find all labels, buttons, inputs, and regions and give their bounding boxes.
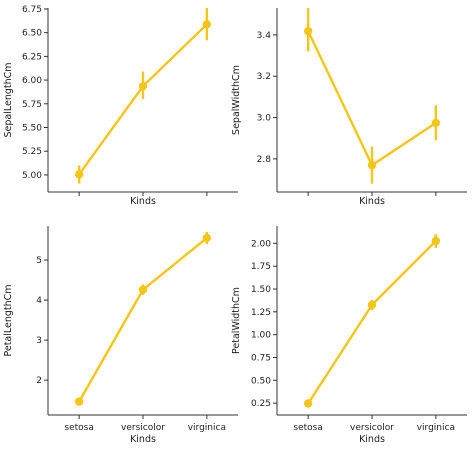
y-tick-label: 6.50 bbox=[22, 29, 42, 39]
y-tick-label: 6.00 bbox=[22, 76, 42, 86]
series-line bbox=[307, 30, 437, 167]
series-line bbox=[307, 240, 437, 405]
y-tick-label: 6.75 bbox=[22, 5, 42, 15]
subplot-petal-length: 2 3 4 5 setosa versicolor virginica Kinds PetalL… bbox=[3, 226, 238, 445]
y-tick-label: 2.00 bbox=[251, 239, 271, 249]
x-tick-label: versicolor bbox=[121, 423, 165, 433]
x-tick-label: virginica bbox=[417, 423, 455, 433]
y-tick-label: 0.75 bbox=[251, 353, 271, 363]
data-point bbox=[138, 81, 148, 91]
y-tick-label: 6.25 bbox=[22, 52, 42, 62]
data-point bbox=[138, 285, 148, 294]
data-point bbox=[74, 397, 84, 406]
y-tick-label: 5.25 bbox=[22, 147, 42, 157]
data-point bbox=[367, 160, 377, 170]
x-axis-label: Kinds bbox=[130, 434, 156, 445]
y-tick-label: 5 bbox=[36, 256, 42, 266]
data-point bbox=[431, 118, 441, 128]
series-line bbox=[78, 23, 208, 176]
x-tick-label: setosa bbox=[64, 423, 93, 433]
x-axis-label: Kinds bbox=[130, 196, 156, 207]
y-tick-label: 1.50 bbox=[251, 285, 271, 295]
y-axis-label: PetalWidthCm bbox=[231, 287, 242, 354]
y-tick-label: 3.4 bbox=[257, 31, 272, 41]
y-tick-label: 1.00 bbox=[251, 331, 271, 341]
data-point bbox=[303, 26, 313, 36]
y-tick-label: 2 bbox=[36, 376, 42, 386]
data-point bbox=[367, 300, 377, 310]
x-axis-label: Kinds bbox=[359, 434, 385, 445]
y-tick-label: 3 bbox=[36, 336, 42, 346]
y-tick-label: 4 bbox=[36, 296, 42, 306]
x-tick-label: virginica bbox=[188, 423, 226, 433]
subplot-petal-width: 0.25 0.50 0.75 1.00 1.25 1.50 1.75 2.00 setosa ve… bbox=[231, 226, 467, 445]
series-line bbox=[78, 237, 208, 403]
y-axis-label: PetalLengthCm bbox=[3, 284, 14, 356]
data-point bbox=[431, 236, 441, 246]
y-tick-label: 1.75 bbox=[251, 262, 271, 272]
y-axis-label: SepalLengthCm bbox=[3, 62, 14, 137]
y-tick-label: 5.50 bbox=[22, 124, 42, 134]
y-tick-label: 1.25 bbox=[251, 308, 271, 318]
y-tick-label: 3.0 bbox=[257, 114, 272, 124]
x-axis-label: Kinds bbox=[359, 196, 385, 207]
y-tick-label: 0.25 bbox=[251, 399, 271, 409]
data-point bbox=[202, 20, 212, 29]
subplot-sepal-length: 5.00 5.25 5.50 5.75 6.00 6.25 6.50 6.75 Kinds Sep… bbox=[3, 5, 238, 207]
y-tick-label: 0.50 bbox=[251, 376, 271, 386]
x-tick-label: versicolor bbox=[350, 423, 394, 433]
data-point bbox=[74, 170, 84, 179]
x-tick-label: setosa bbox=[293, 423, 322, 433]
data-point bbox=[202, 233, 212, 243]
subplot-sepal-width: 2.8 3.0 3.2 3.4 Kinds SepalWidthCm bbox=[231, 8, 467, 207]
y-tick-label: 3.2 bbox=[257, 72, 271, 82]
y-axis-label: SepalWidthCm bbox=[231, 65, 242, 135]
y-tick-label: 2.8 bbox=[257, 155, 272, 165]
y-tick-label: 5.75 bbox=[22, 100, 42, 110]
y-tick-label: 5.00 bbox=[22, 171, 42, 181]
data-point bbox=[303, 399, 313, 408]
